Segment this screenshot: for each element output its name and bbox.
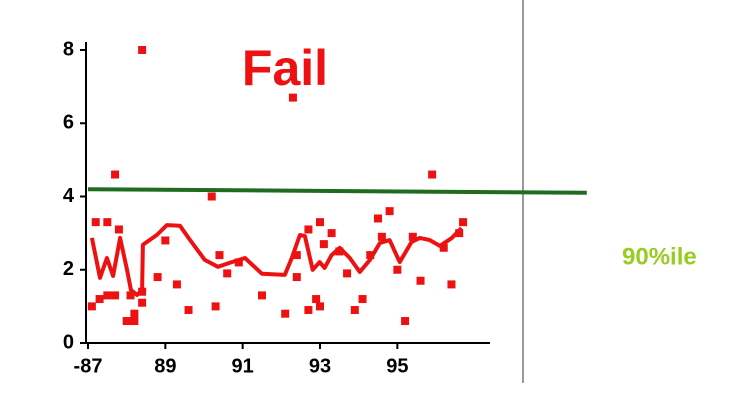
point: [114, 225, 123, 234]
point: [316, 218, 324, 227]
point: [377, 232, 386, 241]
y-tick-label: 6: [63, 112, 74, 134]
series-label: 90%ile: [622, 243, 697, 270]
x-tick-label: 95: [386, 355, 408, 377]
annotation: Fail: [242, 40, 328, 96]
point: [130, 309, 139, 318]
line: [89, 223, 463, 297]
point: [416, 276, 425, 285]
point: [281, 309, 290, 318]
point: [111, 291, 120, 300]
point: [343, 269, 352, 278]
y-tick-label: 8: [63, 38, 74, 60]
point: [327, 229, 336, 238]
point: [408, 232, 417, 241]
point: [87, 302, 96, 311]
point: [312, 295, 321, 304]
point: [161, 236, 170, 245]
point: [335, 247, 344, 256]
point: [91, 218, 100, 227]
y-tick-label: 0: [63, 331, 74, 353]
point: [103, 218, 112, 227]
point: [138, 298, 147, 307]
x-tick-label: 91: [232, 355, 254, 377]
point: [358, 295, 367, 304]
point: [153, 273, 162, 282]
point: [172, 280, 181, 289]
line: [87, 187, 587, 195]
point: [95, 295, 104, 304]
point: [319, 240, 328, 249]
point: [111, 170, 120, 179]
point: [207, 192, 216, 201]
point: [292, 251, 301, 260]
point: [304, 306, 313, 315]
x-tick-label: 89: [154, 355, 176, 377]
point: [447, 280, 456, 289]
point: [103, 291, 112, 300]
point: [350, 306, 359, 315]
y-tick-label: 2: [63, 258, 74, 280]
point: [288, 93, 297, 102]
point: [138, 46, 147, 54]
point: [459, 218, 468, 227]
point: [304, 225, 313, 234]
point: [292, 273, 301, 282]
point: [211, 302, 220, 311]
point: [130, 317, 139, 326]
point: [258, 291, 266, 300]
point: [126, 291, 135, 300]
y-tick-label: 4: [63, 185, 75, 207]
point: [366, 251, 375, 260]
point: [428, 170, 437, 179]
point: [316, 302, 324, 311]
x-tick-label: -87: [74, 355, 103, 377]
point: [374, 214, 382, 223]
point: [385, 207, 394, 216]
point: [234, 258, 243, 267]
point: [184, 306, 193, 315]
point: [223, 269, 232, 278]
point: [439, 243, 448, 252]
point: [401, 317, 410, 326]
point: [393, 265, 402, 274]
point: [215, 251, 224, 260]
point: [122, 317, 131, 326]
x-tick-label: 93: [309, 355, 331, 377]
